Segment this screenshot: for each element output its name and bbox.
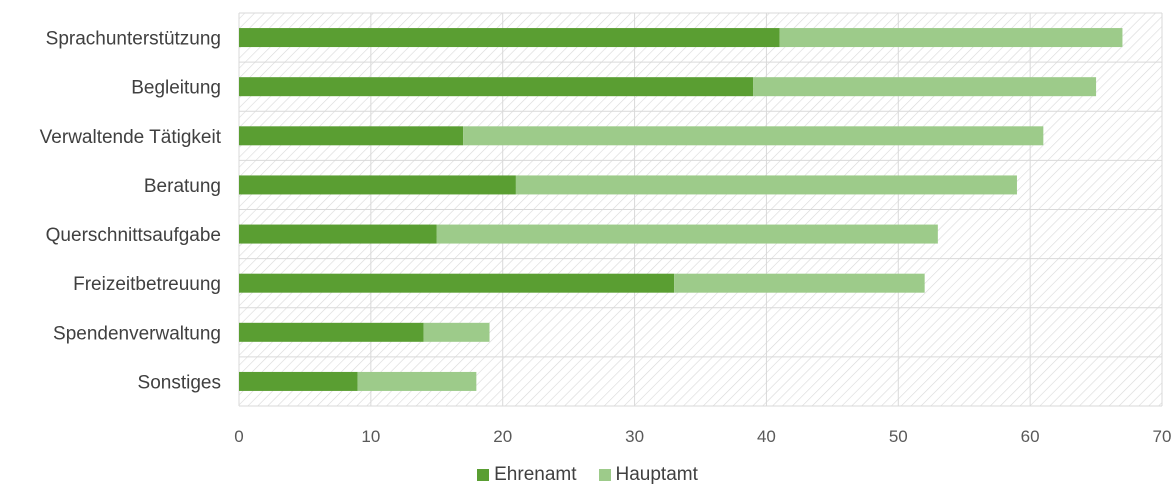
bar-ehrenamt-3 [239,175,516,195]
legend-label-hauptamt: Hauptamt [615,464,698,485]
legend-label-ehrenamt: Ehrenamt [494,464,577,485]
category-label: Spendenverwaltung [53,323,221,344]
bar-hauptamt-1 [753,77,1097,97]
legend-item-hauptamt: Hauptamt [598,464,698,486]
x-tick-label: 70 [1153,427,1172,446]
legend-swatch-hauptamt [598,469,611,481]
bar-ehrenamt-5 [239,273,675,293]
bars [239,28,1123,391]
x-axis-tick-labels: 0 10 20 30 40 50 60 70 [234,427,1171,446]
bar-ehrenamt-2 [239,126,464,146]
x-tick-label: 30 [625,427,644,446]
bar-ehrenamt-4 [239,224,437,244]
legend-item-ehrenamt: Ehrenamt [477,464,577,486]
bar-ehrenamt-0 [239,28,780,48]
legend-swatch-ehrenamt [477,469,490,481]
category-label: Freizeitbetreuung [73,274,221,295]
category-labels: Sprachunterstützung Begleitung Verwaltende… [40,29,222,394]
bar-ehrenamt-1 [239,77,754,97]
bar-hauptamt-6 [423,322,490,342]
x-tick-label: 10 [361,427,380,446]
category-label: Beratung [144,176,221,197]
bar-hauptamt-0 [779,28,1123,48]
x-tick-label: 40 [757,427,776,446]
bar-hauptamt-3 [515,175,1017,195]
x-tick-label: 50 [889,427,908,446]
x-tick-label: 0 [234,427,243,446]
bar-hauptamt-5 [674,273,925,293]
bar-chart: Sprachunterstützung Begleitung Verwaltende… [40,12,1171,446]
category-label: Sprachunterstützung [46,29,221,50]
category-label: Verwaltende Tätigkeit [40,127,222,148]
bar-ehrenamt-6 [239,322,424,342]
bar-hauptamt-7 [357,371,477,391]
category-label: Sonstiges [138,372,221,393]
bar-hauptamt-2 [463,126,1044,146]
category-label: Querschnittsaufgabe [46,225,221,246]
bar-ehrenamt-7 [239,371,358,391]
x-tick-label: 20 [493,427,512,446]
legend: Ehrenamt Hauptamt [0,462,1175,488]
bar-hauptamt-4 [436,224,938,244]
category-label: Begleitung [131,78,221,99]
x-tick-label: 60 [1021,427,1040,446]
